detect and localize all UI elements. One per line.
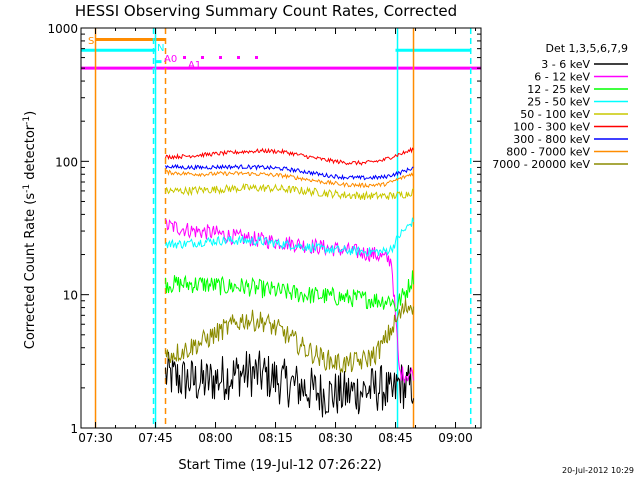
- legend-label: 12 - 25 keV: [527, 83, 590, 96]
- series-3-6-kev-line: [165, 350, 414, 418]
- legend-label: 3 - 6 keV: [541, 58, 590, 71]
- x-tick-label: 08:00: [198, 431, 233, 445]
- x-tick-label: 09:00: [438, 431, 473, 445]
- series-12-25-kev-line: [165, 270, 414, 312]
- a0-dot-marker: [201, 56, 204, 59]
- x-tick-label: 08:30: [318, 431, 353, 445]
- legend-label: 25 - 50 keV: [527, 96, 590, 109]
- attenuator-state-line: [81, 48, 472, 64]
- series-7000-20000-kev-line: [165, 298, 414, 374]
- legend-label: 50 - 100 keV: [520, 108, 590, 121]
- series-100-300-kev-line: [165, 146, 414, 166]
- chart-title: HESSI Observing Summary Count Rates, Cor…: [75, 2, 457, 20]
- x-tick-label: 08:45: [378, 431, 413, 445]
- y-axis-label-part3: ): [23, 111, 38, 116]
- legend-label: 800 - 7000 keV: [506, 146, 590, 159]
- y-axis-label-part1: Corrected Count Rate (s: [23, 193, 38, 350]
- plot-frame: [80, 27, 482, 429]
- x-tick-label: 07:30: [78, 431, 113, 445]
- legend-label: 7000 - 20000 keV: [492, 158, 590, 171]
- x-tick-label: 07:45: [138, 431, 173, 445]
- a0-dot-marker: [183, 56, 186, 59]
- annotation-a0: A0: [164, 54, 177, 65]
- annotation-s: S: [88, 36, 94, 47]
- legend-title: Det 1,3,5,6,7,9: [545, 42, 628, 55]
- y-tick-label: 100: [55, 155, 78, 169]
- annotation-n: N: [157, 43, 164, 54]
- y-tick-label: 1: [70, 422, 78, 436]
- legend-label: 300 - 800 keV: [513, 133, 590, 146]
- a0-dot-marker: [237, 56, 240, 59]
- series-300-800-kev-line: [165, 163, 414, 181]
- plot-clipped: S NA0 A1: [81, 28, 481, 428]
- x-axis-label: Start Time (19-Jul-12 07:26:22): [178, 458, 381, 473]
- annotation-a1: A1: [188, 60, 201, 71]
- x-tick-label: 08:15: [258, 431, 293, 445]
- y-tick-label: 1000: [47, 22, 78, 36]
- plot-layer: S NA0 A1: [81, 28, 481, 428]
- series-25-50-kev-line: [165, 217, 414, 257]
- legend-label: 6 - 12 keV: [534, 71, 590, 84]
- y-axis-label-part2: detector: [23, 124, 38, 184]
- y-axis-label-sup2: -1: [22, 116, 32, 125]
- a0-dot-marker: [255, 56, 258, 59]
- y-axis-label-sup1: -1: [22, 184, 32, 193]
- footer-date: 20-Jul-2012 10:29: [562, 466, 634, 475]
- a0-dot-marker: [219, 56, 222, 59]
- y-axis-label: Corrected Count Rate (s-1 detector-1): [22, 111, 38, 349]
- series-800-7000-kev-line: [165, 169, 414, 189]
- series-50-100-kev-line: [165, 182, 414, 201]
- y-tick-label: 10: [63, 289, 78, 303]
- legend-label: 100 - 300 keV: [513, 121, 590, 134]
- axis-layer: 07:30 07:45 08:00 08:15 08:30 08:45 09:00 1 10 10…: [47, 22, 482, 445]
